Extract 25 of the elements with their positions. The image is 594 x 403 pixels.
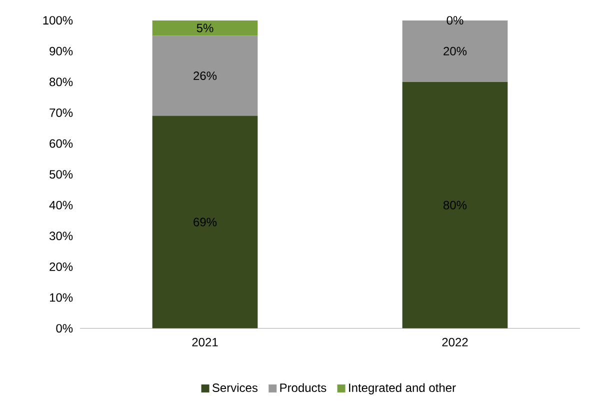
bar — [152, 36, 258, 116]
legend-label: Services — [212, 383, 258, 392]
y-tick-label: 30% — [50, 232, 73, 240]
y-tick-label: 70% — [50, 108, 73, 117]
y-tick-label: 0% — [56, 324, 73, 333]
y-tick-label: 50% — [50, 170, 73, 179]
y-tick-label: 60% — [50, 139, 73, 148]
data-label: 69% — [194, 218, 217, 226]
y-tick-label: 20% — [50, 262, 73, 271]
y-tick-label: 40% — [49, 200, 73, 210]
legend-label: Products — [280, 383, 326, 392]
data-label: 20% — [444, 46, 467, 56]
x-tick-label: 2021 — [192, 338, 218, 346]
x-tick-label: 2022 — [442, 338, 468, 346]
bar — [152, 20, 258, 36]
y-tick-label: 90% — [50, 46, 73, 56]
bar — [402, 82, 508, 328]
legend-label: Integrated and other — [349, 383, 456, 394]
y-tick-label: 10% — [50, 293, 73, 302]
data-label: 5% — [196, 24, 214, 32]
y-tick-label: 100% — [43, 16, 73, 25]
y-tick-label: 80% — [50, 78, 73, 86]
bar — [152, 116, 258, 328]
data-label: 80% — [444, 200, 467, 210]
data-label: 26% — [194, 72, 217, 80]
